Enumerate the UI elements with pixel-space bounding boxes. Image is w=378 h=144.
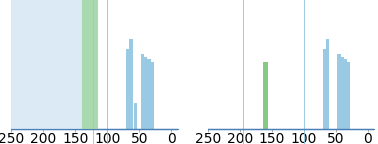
Bar — [147, 59, 150, 129]
Bar — [129, 39, 133, 129]
Bar — [344, 59, 347, 129]
Bar — [341, 57, 344, 129]
Bar — [141, 54, 144, 129]
Bar — [326, 39, 329, 129]
Bar — [144, 57, 147, 129]
Bar — [150, 62, 154, 129]
Bar — [338, 54, 341, 129]
Bar — [347, 62, 350, 129]
Bar — [323, 49, 326, 129]
Bar — [134, 103, 137, 129]
Bar — [263, 62, 268, 129]
Bar — [126, 49, 129, 129]
